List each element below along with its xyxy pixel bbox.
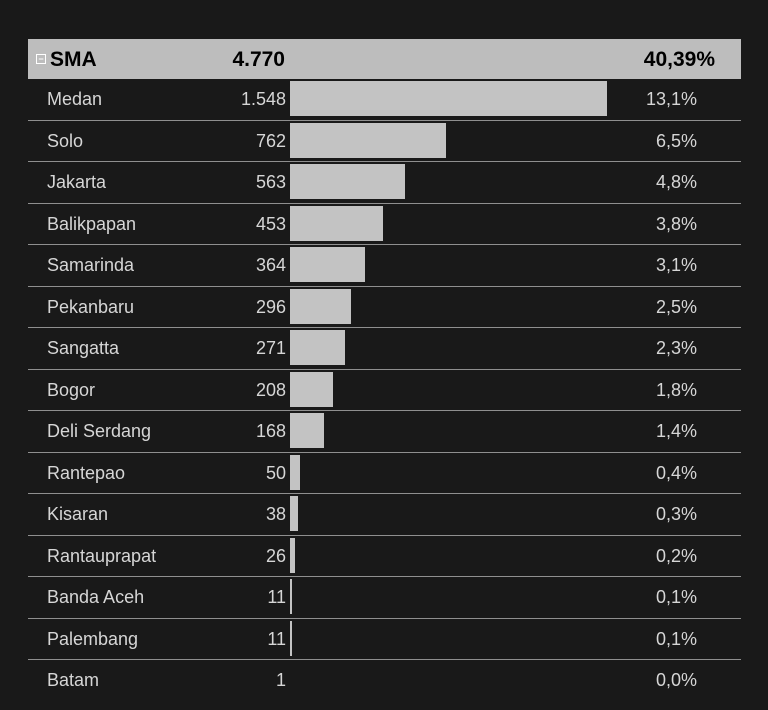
row-percent: 0,3% bbox=[655, 504, 697, 524]
table-row: Sangatta 271 2,3% bbox=[28, 328, 741, 370]
row-value: 26 bbox=[265, 545, 286, 566]
collapse-icon[interactable]: − bbox=[36, 54, 46, 64]
bar bbox=[290, 205, 383, 241]
row-value: 208 bbox=[255, 379, 286, 400]
table-row: Batam 1 0,0% bbox=[28, 660, 741, 701]
table-row: Banda Aceh 11 0,1% bbox=[28, 577, 741, 619]
row-percent: 0,2% bbox=[655, 545, 697, 566]
table-row: Bogor 208 1,8% bbox=[28, 370, 741, 411]
row-label: Medan bbox=[47, 89, 103, 109]
group-percent: 40,39% bbox=[643, 48, 715, 71]
bar bbox=[290, 81, 607, 116]
data-table: − SMA 4.770 40,39% Medan 1.548 13,1% Solo 76… bbox=[28, 39, 741, 701]
bar bbox=[290, 371, 333, 407]
table-row: Pekanbaru 296 2,5% bbox=[28, 287, 741, 328]
row-value: 271 bbox=[255, 338, 286, 358]
row-value: 453 bbox=[255, 213, 286, 234]
row-percent: 13,1% bbox=[645, 89, 697, 109]
row-label: Batam bbox=[47, 670, 100, 690]
row-value: 296 bbox=[255, 296, 286, 317]
bar bbox=[290, 288, 351, 324]
row-value: 1 bbox=[275, 670, 286, 690]
row-value: 1.548 bbox=[240, 89, 286, 109]
bar-rows: Medan 1.548 13,1% Solo 762 6,5% Jakarta 563 4,8%… bbox=[28, 79, 741, 701]
row-value: 11 bbox=[267, 628, 286, 649]
row-percent: 0,1% bbox=[655, 628, 697, 649]
bar bbox=[290, 122, 447, 158]
row-percent: 0,4% bbox=[655, 462, 697, 483]
bar bbox=[290, 537, 296, 573]
row-percent: 3,1% bbox=[655, 255, 697, 275]
row-label: Bogor bbox=[47, 379, 96, 400]
group-label: SMA bbox=[50, 48, 97, 71]
table-row: Rantepao 50 0,4% bbox=[28, 453, 741, 494]
group-total: 4.770 bbox=[232, 48, 285, 71]
row-label: Balikpapan bbox=[47, 213, 137, 234]
table-row: Palembang 11 0,1% bbox=[28, 619, 741, 660]
bar bbox=[290, 454, 301, 490]
row-value: 168 bbox=[255, 421, 286, 441]
row-percent: 0,1% bbox=[655, 587, 697, 607]
row-label: Banda Aceh bbox=[47, 587, 145, 607]
row-percent: 2,3% bbox=[655, 338, 697, 358]
row-value: 762 bbox=[255, 130, 286, 151]
bar bbox=[290, 496, 298, 531]
row-label: Jakarta bbox=[47, 172, 107, 192]
row-label: Solo bbox=[47, 130, 84, 151]
table-row: Medan 1.548 13,1% bbox=[28, 79, 741, 121]
row-percent: 1,8% bbox=[655, 379, 697, 400]
row-label: Sangatta bbox=[47, 338, 120, 358]
row-label: Samarinda bbox=[47, 255, 135, 275]
row-percent: 6,5% bbox=[655, 130, 697, 151]
bar bbox=[290, 579, 293, 614]
group-header-row: − SMA 4.770 40,39% bbox=[28, 39, 741, 79]
bar bbox=[290, 620, 293, 656]
row-label: Kisaran bbox=[47, 504, 109, 524]
row-percent: 2,5% bbox=[655, 296, 697, 317]
row-percent: 3,8% bbox=[655, 213, 697, 234]
row-percent: 0,0% bbox=[655, 670, 697, 690]
bar bbox=[290, 330, 346, 365]
row-value: 364 bbox=[255, 255, 286, 275]
row-percent: 1,4% bbox=[655, 421, 697, 441]
row-label: Rantauprapat bbox=[47, 545, 157, 566]
row-label: Pekanbaru bbox=[47, 296, 135, 317]
row-value: 50 bbox=[265, 462, 286, 483]
bar bbox=[290, 413, 325, 448]
table-row: Kisaran 38 0,3% bbox=[28, 494, 741, 536]
row-percent: 4,8% bbox=[655, 172, 697, 192]
table-row: Deli Serdang 168 1,4% bbox=[28, 411, 741, 453]
row-value: 38 bbox=[265, 504, 286, 524]
table-row: Rantauprapat 26 0,2% bbox=[28, 536, 741, 577]
table-row: Balikpapan 453 3,8% bbox=[28, 204, 741, 245]
row-label: Rantepao bbox=[47, 462, 126, 483]
table-row: Samarinda 364 3,1% bbox=[28, 245, 741, 287]
row-value: 11 bbox=[267, 587, 286, 607]
table-row: Jakarta 563 4,8% bbox=[28, 162, 741, 204]
row-label: Deli Serdang bbox=[47, 421, 152, 441]
row-value: 563 bbox=[255, 172, 286, 192]
bar bbox=[290, 164, 406, 199]
bar bbox=[290, 247, 365, 282]
row-label: Palembang bbox=[47, 628, 139, 649]
table-row: Solo 762 6,5% bbox=[28, 121, 741, 162]
